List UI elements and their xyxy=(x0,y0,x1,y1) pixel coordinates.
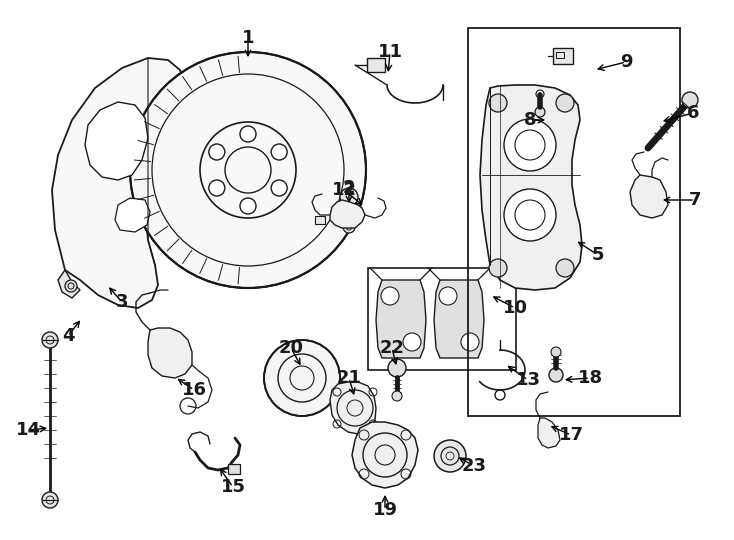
Circle shape xyxy=(461,333,479,351)
Text: 22: 22 xyxy=(379,339,404,357)
Bar xyxy=(468,28,680,416)
Text: 6: 6 xyxy=(687,104,700,122)
Circle shape xyxy=(271,180,287,196)
Text: 3: 3 xyxy=(116,293,128,311)
Circle shape xyxy=(682,92,698,108)
Circle shape xyxy=(240,198,256,214)
Circle shape xyxy=(65,280,77,292)
Circle shape xyxy=(551,347,561,357)
Bar xyxy=(556,52,564,58)
Polygon shape xyxy=(480,85,582,290)
Circle shape xyxy=(381,287,399,305)
Text: 7: 7 xyxy=(688,191,701,209)
Circle shape xyxy=(403,333,421,351)
Text: 20: 20 xyxy=(278,339,303,357)
Circle shape xyxy=(504,189,556,241)
Circle shape xyxy=(504,119,556,171)
Circle shape xyxy=(489,259,507,277)
Circle shape xyxy=(209,144,225,160)
Circle shape xyxy=(556,94,574,112)
Circle shape xyxy=(388,359,406,377)
Circle shape xyxy=(535,107,545,117)
Bar xyxy=(553,48,573,64)
Circle shape xyxy=(392,391,402,401)
Circle shape xyxy=(271,144,287,160)
Text: 19: 19 xyxy=(372,501,398,519)
Circle shape xyxy=(489,94,507,112)
Text: 1: 1 xyxy=(241,29,254,47)
Polygon shape xyxy=(376,280,426,358)
Circle shape xyxy=(42,492,58,508)
Text: 10: 10 xyxy=(503,299,528,317)
Circle shape xyxy=(209,180,225,196)
Circle shape xyxy=(549,368,563,382)
Polygon shape xyxy=(434,280,484,358)
Text: 23: 23 xyxy=(462,457,487,475)
Text: 9: 9 xyxy=(619,53,632,71)
Circle shape xyxy=(130,52,366,288)
Polygon shape xyxy=(330,382,376,434)
Bar xyxy=(368,268,516,370)
Circle shape xyxy=(340,188,358,206)
Circle shape xyxy=(240,126,256,142)
Polygon shape xyxy=(148,328,192,378)
Text: 4: 4 xyxy=(62,327,74,345)
Text: 11: 11 xyxy=(377,43,402,61)
Circle shape xyxy=(556,259,574,277)
Polygon shape xyxy=(115,198,150,232)
Text: 13: 13 xyxy=(515,371,540,389)
Circle shape xyxy=(42,332,58,348)
Polygon shape xyxy=(630,175,668,218)
Text: 18: 18 xyxy=(578,369,603,387)
Text: 2: 2 xyxy=(343,179,355,197)
Text: 15: 15 xyxy=(220,478,245,496)
Bar xyxy=(228,464,240,474)
Text: 12: 12 xyxy=(332,181,357,199)
Circle shape xyxy=(434,440,466,472)
Text: 5: 5 xyxy=(592,246,604,264)
Circle shape xyxy=(343,221,355,233)
Text: 8: 8 xyxy=(523,111,537,129)
Polygon shape xyxy=(58,270,80,298)
Polygon shape xyxy=(352,422,418,488)
Text: 17: 17 xyxy=(559,426,584,444)
Text: 21: 21 xyxy=(336,369,362,387)
Polygon shape xyxy=(330,200,365,228)
Text: 16: 16 xyxy=(181,381,206,399)
Polygon shape xyxy=(538,418,560,448)
Circle shape xyxy=(264,340,340,416)
Bar xyxy=(315,216,325,224)
Text: 14: 14 xyxy=(15,421,40,439)
Polygon shape xyxy=(52,58,185,308)
Bar xyxy=(367,58,385,72)
Polygon shape xyxy=(85,102,148,180)
Circle shape xyxy=(439,287,457,305)
